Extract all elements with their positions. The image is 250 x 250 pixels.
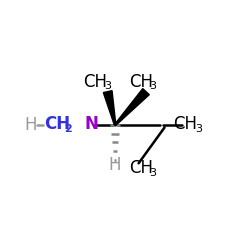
Text: 3: 3	[150, 168, 156, 178]
Text: H: H	[109, 156, 121, 174]
Text: CH: CH	[129, 159, 153, 177]
Text: CH: CH	[83, 73, 107, 91]
Text: N: N	[85, 115, 98, 133]
Text: 3: 3	[150, 81, 156, 91]
Text: CH: CH	[174, 115, 198, 133]
Polygon shape	[103, 91, 116, 125]
Text: 3: 3	[195, 124, 202, 134]
Text: 2: 2	[64, 124, 72, 134]
Text: CH: CH	[129, 73, 153, 91]
Text: H: H	[25, 116, 37, 134]
Text: 3: 3	[104, 81, 111, 91]
Text: CH: CH	[44, 115, 70, 133]
Polygon shape	[114, 88, 149, 126]
